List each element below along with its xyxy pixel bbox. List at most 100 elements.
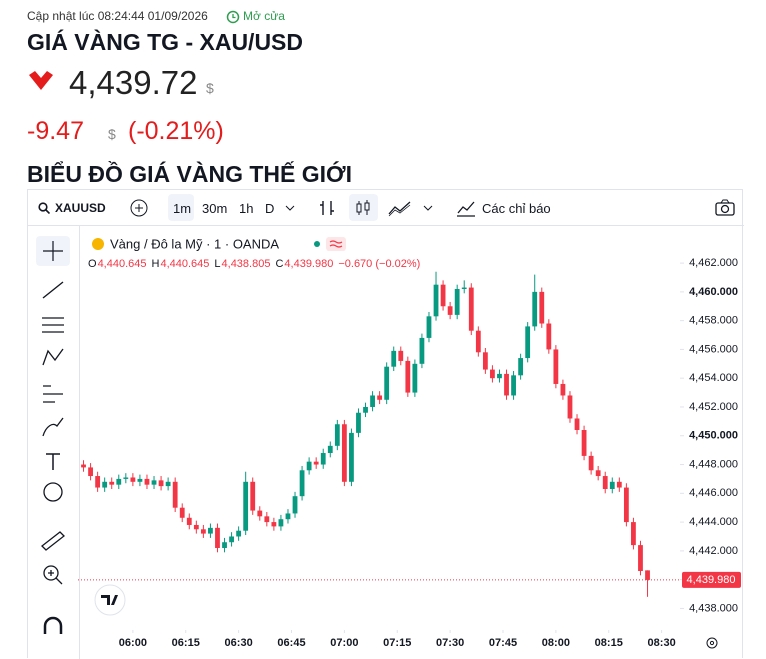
y-tick-label: 4,450.000 [689, 430, 738, 442]
candle-body [581, 430, 587, 456]
candle-body [525, 326, 531, 359]
candle-body [638, 545, 643, 572]
candle-body [363, 406, 368, 413]
candle-body [320, 453, 326, 465]
candle-body [116, 478, 122, 485]
candles-icon[interactable] [354, 199, 372, 217]
candle-body [306, 461, 312, 471]
candle-body [440, 284, 446, 307]
candle-body [433, 284, 439, 317]
candle-body [81, 464, 86, 468]
candle-body [278, 519, 284, 527]
ohlc-key: L [214, 258, 220, 270]
search-icon[interactable] [38, 202, 50, 214]
x-tick-label: 06:15 [172, 637, 200, 649]
symbol-logo [92, 238, 104, 250]
candle-body [130, 477, 136, 482]
trendline-tool[interactable] [42, 281, 64, 299]
bars-icon[interactable] [318, 199, 336, 217]
ohlc-key: H [152, 258, 160, 270]
candle-body [482, 352, 488, 370]
candle-body [229, 536, 234, 543]
candle-body [370, 395, 375, 407]
x-tick-label: 08:30 [648, 637, 676, 649]
candle-body [497, 373, 502, 379]
toolbar-divider [79, 226, 80, 659]
candle-body [243, 481, 249, 531]
fib-tool[interactable] [42, 317, 64, 333]
candle-body [412, 363, 418, 393]
interval-menu[interactable] [284, 203, 296, 213]
y-tick-label: 4,452.000 [689, 401, 738, 413]
interval[interactable]: D [265, 201, 275, 216]
candle-body [616, 481, 622, 488]
ohlc-legend: O 4,440.645 H 4,440.645 L 4,438.805 C 4,439.980… [88, 258, 420, 270]
settings-icon[interactable] [706, 637, 718, 649]
candle-body [193, 524, 199, 530]
symbol[interactable]: XAUUSD [55, 201, 106, 215]
page-title: GIÁ VÀNG TG - XAU/USD [27, 29, 304, 55]
text-tool[interactable] [46, 453, 60, 470]
candle-body [546, 323, 552, 350]
candle-body [468, 287, 474, 331]
ohlc-value: 4,440.645 [98, 258, 147, 270]
candle-body [518, 358, 524, 376]
candle-body [95, 476, 101, 488]
indicators[interactable]: Các chỉ báo [482, 201, 551, 216]
area-icon[interactable] [388, 199, 412, 217]
candle-body [539, 291, 545, 324]
indicators-icon[interactable] [456, 199, 476, 217]
pattern-tool[interactable] [42, 348, 64, 366]
ohlc-key: O [88, 258, 97, 270]
candle-body [165, 481, 171, 487]
emoji-tool[interactable] [43, 482, 63, 502]
change-currency: $ [108, 126, 116, 142]
forecast-tool[interactable] [43, 385, 63, 403]
candle-body [447, 306, 453, 315]
ohlc-value: 4,440.645 [160, 258, 209, 270]
y-tick-label: 4,460.000 [689, 286, 738, 298]
ruler-tool[interactable] [41, 531, 65, 551]
y-tick-label: 4,438.000 [689, 602, 738, 614]
candle-body [356, 412, 361, 433]
zoom-tool[interactable] [43, 565, 59, 581]
compare-button[interactable] [130, 199, 148, 217]
snapshot-icon[interactable] [715, 199, 735, 217]
x-tick-label: 06:45 [277, 637, 305, 649]
candle-body [609, 481, 615, 489]
candle-body [574, 418, 580, 430]
last-price-label: 4,439.980 [687, 574, 736, 586]
last-price-tag [682, 571, 741, 588]
ohlc-key: C [275, 258, 283, 270]
y-tick-label: 4,448.000 [689, 458, 738, 470]
candle-body [405, 360, 411, 393]
section-title: BIỂU ĐỒ GIÁ VÀNG THẾ GIỚI [27, 161, 353, 187]
price-currency: $ [206, 80, 214, 96]
candle-body [398, 350, 404, 361]
candle-body [511, 375, 516, 396]
x-tick-label: 07:45 [489, 637, 517, 649]
y-tick-label: 4,458.000 [689, 315, 738, 327]
candle-body [144, 478, 150, 485]
candle-body [271, 522, 277, 527]
candle-body [102, 481, 108, 488]
candle-body [341, 424, 347, 482]
candle-body [186, 517, 192, 525]
ohlc-value: 4,438.805 [222, 258, 271, 270]
interval[interactable]: 1h [239, 201, 254, 216]
y-tick-label: 4,456.000 [689, 343, 738, 355]
crosshair-tool[interactable] [43, 241, 63, 261]
candle-body [377, 395, 383, 400]
interval[interactable]: 30m [202, 201, 228, 216]
interval[interactable]: 1m [173, 201, 192, 216]
candle-body [588, 455, 594, 471]
candle-body [215, 527, 220, 548]
candle-body [532, 291, 538, 327]
magnet-tool[interactable] [43, 616, 63, 634]
x-tick-label: 06:30 [225, 637, 253, 649]
chart-type-menu[interactable] [422, 203, 434, 213]
delay-badge [326, 237, 346, 251]
legend-change: −0.670 (−0.02%) [338, 258, 420, 270]
brush-tool[interactable] [42, 417, 64, 437]
candle-body [602, 476, 608, 489]
